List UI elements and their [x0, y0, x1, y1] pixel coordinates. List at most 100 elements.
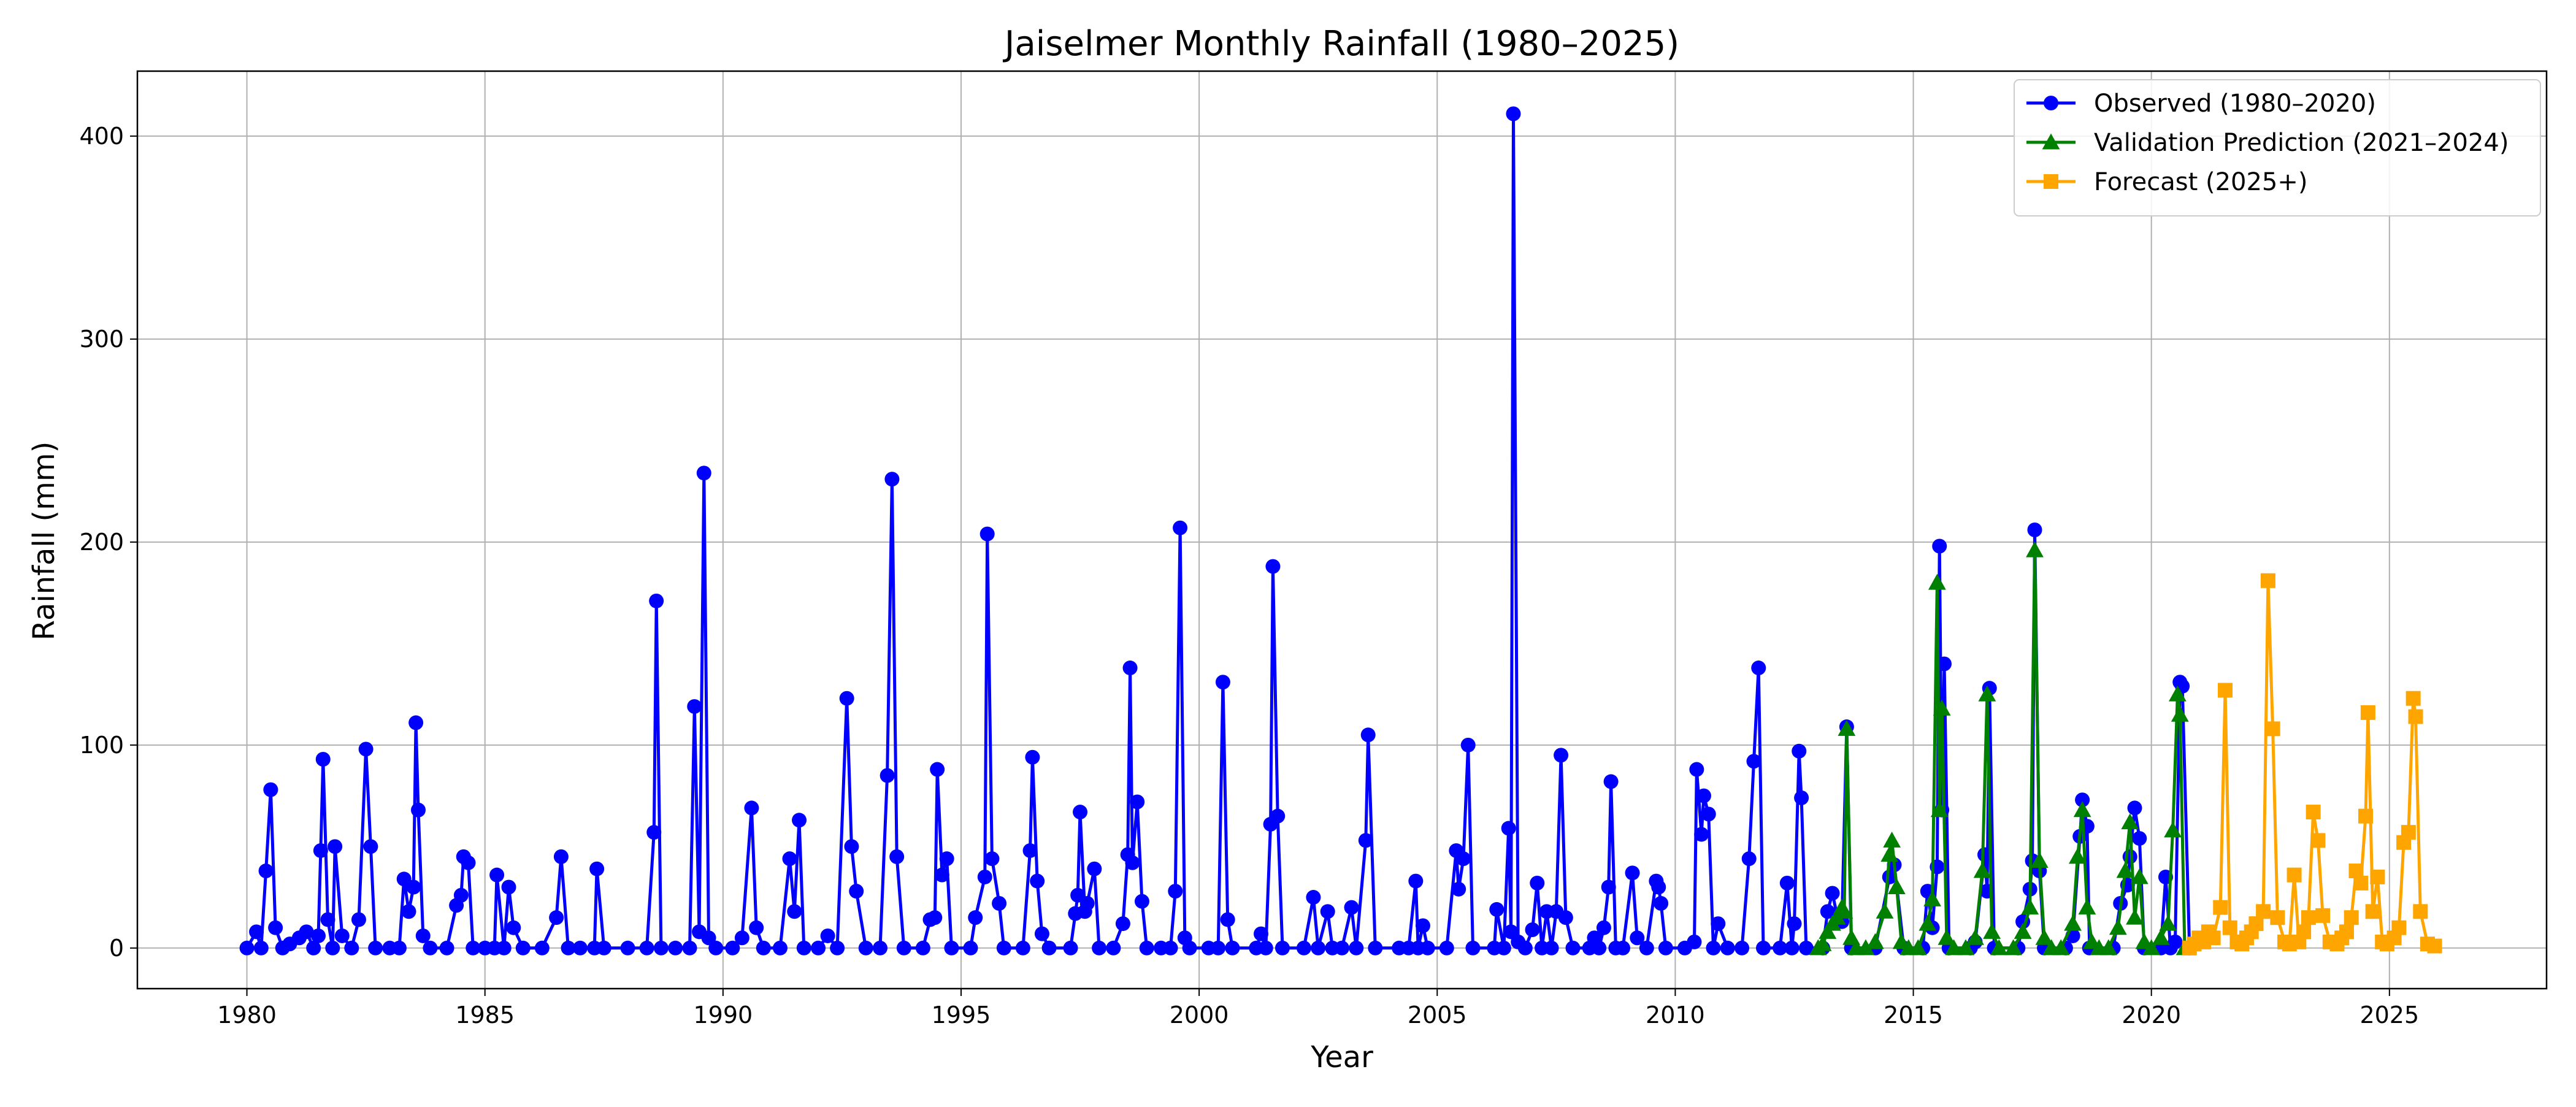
data-point: [506, 920, 521, 935]
data-point: [1687, 934, 1702, 949]
data-point: [2365, 904, 2380, 919]
data-point: [466, 940, 481, 956]
data-point: [1773, 940, 1788, 956]
data-point: [939, 851, 954, 867]
data-point: [1034, 926, 1049, 941]
data-point: [772, 940, 788, 956]
data-point: [2130, 868, 2149, 884]
data-point: [1866, 933, 1884, 949]
data-point: [2206, 930, 2221, 946]
data-point: [1344, 900, 1359, 915]
data-point: [1625, 865, 1640, 881]
series-square: [2182, 573, 2442, 956]
data-point: [1530, 875, 1545, 891]
x-tick-label: 1980: [217, 1002, 277, 1028]
data-point: [1689, 762, 1704, 777]
data-point: [334, 928, 350, 943]
legend-label: Forecast (2025+): [2094, 168, 2308, 196]
data-point: [515, 940, 531, 956]
data-point: [1517, 940, 1533, 956]
data-point: [1254, 926, 1269, 941]
data-point: [830, 940, 845, 956]
data-point: [1919, 914, 1937, 931]
data-point: [253, 940, 269, 956]
legend: Observed (1980–2020) Validation Predictio…: [2014, 79, 2541, 216]
data-point: [1923, 890, 1941, 906]
data-point: [2270, 910, 2285, 925]
data-point: [1554, 748, 1569, 763]
data-point: [849, 884, 864, 899]
data-point: [1506, 106, 1521, 121]
data-point: [1601, 879, 1616, 895]
data-point: [1937, 656, 1952, 672]
data-point: [1275, 940, 1290, 956]
data-point: [1311, 940, 1326, 956]
x-tick-label: 1985: [455, 1002, 515, 1028]
data-point: [930, 762, 945, 777]
data-point: [325, 940, 340, 956]
data-point: [2171, 705, 2189, 722]
data-point: [268, 920, 283, 935]
data-point: [1296, 940, 1311, 956]
y-tick-label: 300: [79, 326, 124, 353]
data-point: [572, 940, 588, 956]
data-point: [1973, 862, 1991, 878]
data-point: [2213, 900, 2228, 915]
data-point: [1990, 939, 2008, 956]
data-point: [2218, 683, 2233, 698]
chart-title: Jaiselmer Monthly Rainfall (1980–2025): [1003, 24, 1679, 64]
data-point: [1654, 895, 1669, 911]
data-point: [1134, 894, 1149, 909]
data-point: [299, 924, 314, 940]
data-point: [1320, 904, 1335, 919]
data-point: [1565, 940, 1581, 956]
data-point: [1368, 940, 1383, 956]
data-point: [1933, 699, 1951, 716]
data-point: [2078, 898, 2096, 915]
data-point: [2360, 705, 2375, 720]
data-point: [1465, 940, 1481, 956]
data-point: [2413, 904, 2428, 919]
legend-label: Observed (1980–2020): [2094, 90, 2376, 118]
data-point: [1087, 861, 1102, 876]
data-point: [915, 940, 930, 956]
y-tick-label: 400: [79, 123, 124, 150]
data-point: [1220, 912, 1235, 927]
data-point: [2401, 825, 2416, 840]
data-point: [439, 940, 454, 956]
data-point: [1265, 559, 1281, 574]
data-point: [1798, 940, 1814, 956]
x-tick-label: 2000: [1170, 1002, 1229, 1028]
axes-layer: 1980 1985 1990 1995 2000 2005 2010 2015 2020 2025…: [79, 70, 2548, 1028]
data-point: [1746, 754, 1761, 769]
data-point: [320, 912, 335, 927]
data-point: [1015, 940, 1030, 956]
data-point: [649, 593, 664, 608]
data-point: [344, 940, 359, 956]
y-axis-label: Rainfall (mm): [27, 442, 61, 641]
data-point: [639, 940, 654, 956]
data-point: [896, 940, 911, 956]
data-point: [1651, 879, 1666, 895]
data-point: [1825, 886, 1840, 901]
data-point: [315, 752, 331, 767]
data-point: [1163, 940, 1178, 956]
data-point: [2027, 523, 2042, 537]
data-point: [2265, 721, 2280, 737]
data-point: [2427, 938, 2442, 954]
data-point: [1792, 743, 1807, 759]
data-point: [2152, 929, 2170, 945]
data-point: [2370, 869, 2385, 884]
data-point: [1225, 940, 1240, 956]
data-point: [1701, 806, 1716, 822]
data-point: [1258, 940, 1273, 956]
data-point: [1694, 827, 1709, 842]
legend-marker: [2044, 96, 2058, 110]
data-point: [1751, 661, 1766, 676]
data-point: [1030, 873, 1045, 889]
data-point: [263, 782, 278, 797]
x-tick-label: 2005: [1408, 1002, 1467, 1028]
data-point: [782, 851, 797, 867]
data-point: [401, 904, 416, 919]
data-point: [1544, 940, 1559, 956]
